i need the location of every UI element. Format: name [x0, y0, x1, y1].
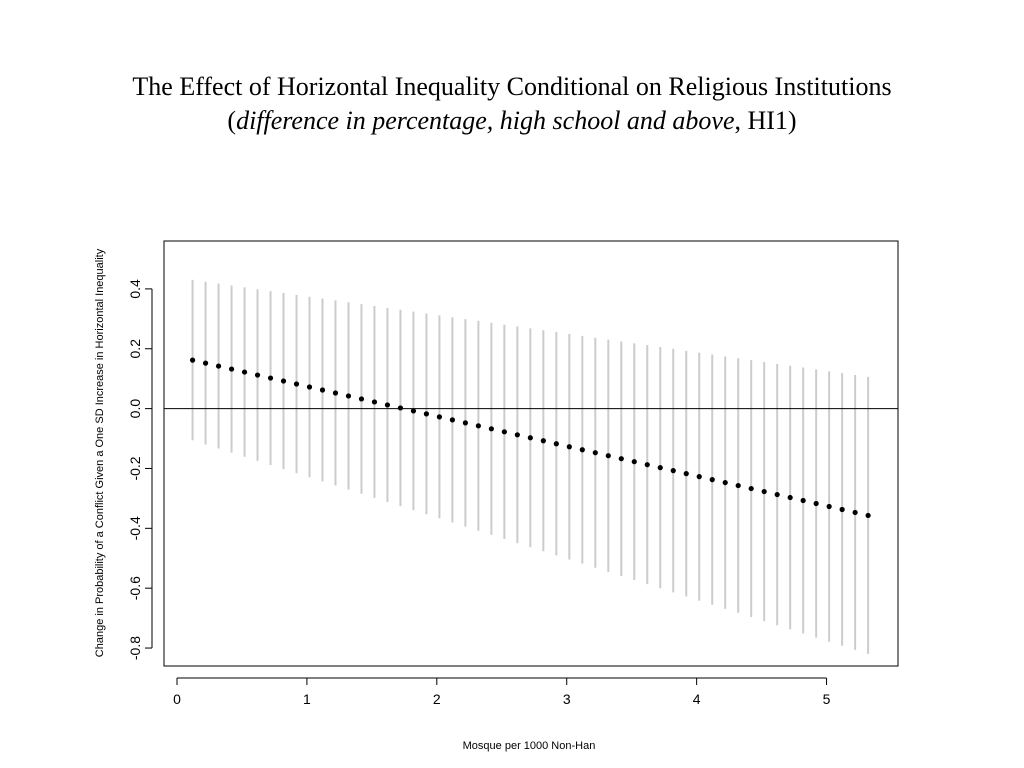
x-tick-label: 3 [563, 691, 571, 707]
x-axis: 0 1 2 3 4 5 [173, 677, 831, 707]
data-point [566, 444, 572, 450]
y-tick-label: -0.2 [127, 456, 143, 480]
data-point [865, 512, 871, 519]
data-point [839, 506, 845, 513]
data-point [371, 399, 378, 405]
data-point [436, 414, 443, 420]
data-point [397, 405, 404, 411]
x-tick-label: 5 [823, 691, 831, 707]
x-tick-label: 1 [303, 691, 311, 707]
data-point [280, 378, 287, 384]
data-point [410, 408, 417, 414]
data-point [189, 357, 196, 363]
data-point [449, 417, 456, 423]
data-point [202, 360, 209, 366]
y-tick-label: -0.6 [127, 576, 143, 600]
data-point [462, 420, 468, 426]
point-estimates [189, 357, 871, 519]
y-axis-label: Change in Probability of a Conflict Give… [94, 248, 106, 657]
data-point [592, 450, 598, 456]
data-point [293, 381, 300, 387]
data-point [540, 438, 546, 444]
data-point [514, 432, 520, 438]
data-point [215, 363, 222, 369]
data-point [488, 426, 494, 432]
data-point [683, 471, 689, 477]
data-point [657, 465, 663, 471]
y-tick-label: 0.0 [127, 399, 143, 419]
data-point [501, 429, 507, 435]
data-point [553, 441, 559, 447]
data-point [722, 479, 728, 486]
data-point [306, 384, 313, 390]
data-point [228, 366, 235, 372]
y-axis: -0.8 -0.6 -0.4 -0.2 0.0 0.2 0.4 [127, 279, 153, 660]
data-point [800, 497, 806, 504]
plot-frame [163, 240, 899, 667]
x-axis-label: Mosque per 1000 Non-Han [463, 740, 596, 752]
data-point [761, 488, 767, 495]
data-point [475, 423, 481, 429]
data-point [319, 387, 326, 393]
y-tick-label: 0.2 [127, 339, 143, 359]
x-tick-label: 2 [433, 691, 441, 707]
data-point [852, 509, 858, 516]
data-point [670, 468, 676, 474]
x-tick-label: 0 [173, 691, 181, 707]
title-line-2: (difference in percentage, high school a… [0, 104, 1024, 138]
y-tick-label: 0.4 [127, 279, 143, 299]
data-point [527, 435, 533, 441]
data-point [358, 396, 365, 402]
data-point [618, 456, 624, 462]
chart-title: The Effect of Horizontal Inequality Cond… [0, 70, 1024, 138]
data-point [787, 494, 793, 501]
data-point [423, 411, 430, 417]
data-point [332, 390, 339, 396]
data-point [748, 485, 754, 492]
data-point [696, 474, 702, 480]
data-point [254, 372, 261, 378]
data-point [579, 447, 585, 453]
title-rest: , HI1) [734, 106, 797, 135]
y-tick-label: -0.8 [127, 636, 143, 660]
data-point [384, 402, 391, 408]
data-point [644, 462, 650, 468]
data-point [345, 393, 352, 399]
y-tick-label: -0.4 [127, 516, 143, 540]
data-point [774, 491, 780, 498]
title-italic: difference in percentage, high school an… [236, 106, 735, 135]
title-paren-open: ( [227, 106, 237, 135]
data-point [826, 503, 832, 510]
title-line-1: The Effect of Horizontal Inequality Cond… [132, 72, 892, 101]
data-point [709, 477, 715, 483]
confidence-intervals [191, 279, 870, 655]
data-point [735, 482, 741, 489]
data-point [813, 500, 819, 507]
data-point [241, 369, 248, 375]
x-tick-label: 4 [693, 691, 701, 707]
data-point [267, 375, 274, 381]
data-point [605, 453, 611, 459]
data-point [631, 459, 637, 465]
